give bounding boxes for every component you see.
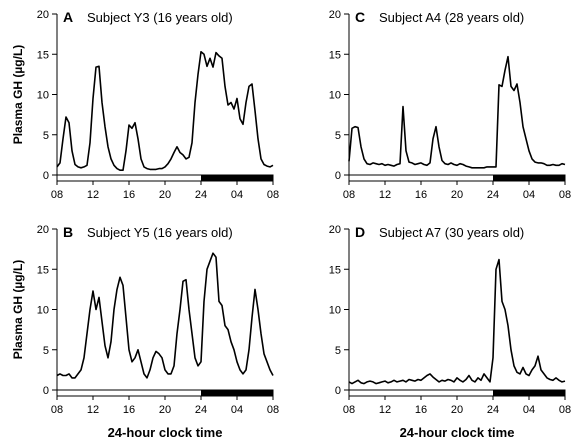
- night-bar: [201, 175, 273, 181]
- y-tick-label: 20: [37, 224, 49, 236]
- x-tick-label: 16: [123, 189, 135, 201]
- night-bar: [493, 175, 565, 181]
- x-tick-label: 04: [523, 189, 535, 201]
- x-tick-label: 16: [415, 189, 427, 201]
- y-tick-label: 20: [329, 224, 341, 236]
- gh-series-line: [56, 252, 274, 379]
- x-tick-label: 04: [231, 189, 243, 201]
- x-tick-label: 12: [379, 189, 391, 201]
- y-tick-label: 10: [37, 305, 49, 317]
- y-tick-label: 15: [37, 49, 49, 61]
- x-tick-label: 08: [51, 404, 63, 416]
- y-tick-label: 0: [335, 385, 341, 397]
- y-tick-label: 10: [329, 305, 341, 317]
- panel-c: 0 5 10 15 20 08 12 16 20 24 04 08 C Subject A4 (28 ye…: [329, 9, 571, 201]
- y-tick-label: 0: [43, 385, 49, 397]
- y-axis-label-top: Plasma GH (µg/L): [11, 45, 25, 145]
- panel-d: 0 5 10 15 20 08 12 16 20 24 04 08 D Subject A7 (30 ye…: [329, 224, 571, 416]
- night-bar: [493, 390, 565, 396]
- x-tick-label: 08: [51, 189, 63, 201]
- x-tick-label: 16: [415, 404, 427, 416]
- y-tick-label: 15: [329, 49, 341, 61]
- panel-title: Subject Y3 (16 years old): [87, 10, 233, 25]
- y-tick-label: 10: [37, 90, 49, 102]
- panel-title: Subject A7 (30 years old): [379, 225, 524, 240]
- panel-title: Subject A4 (28 years old): [379, 10, 524, 25]
- x-tick-label: 08: [559, 189, 571, 201]
- x-axis-label-left: 24-hour clock time: [108, 425, 223, 440]
- y-tick-label: 15: [37, 264, 49, 276]
- x-tick-label: 24: [195, 404, 207, 416]
- x-tick-label: 08: [267, 189, 279, 201]
- x-tick-label: 24: [195, 189, 207, 201]
- y-tick-label: 0: [335, 170, 341, 182]
- y-tick-label: 5: [43, 130, 49, 142]
- gh-series-line: [56, 51, 274, 171]
- x-tick-label: 12: [379, 404, 391, 416]
- y-axis-label-bottom: Plasma GH (µg/L): [11, 260, 25, 360]
- x-tick-label: 24: [487, 189, 499, 201]
- x-tick-label: 16: [123, 404, 135, 416]
- y-tick-label: 20: [329, 9, 341, 21]
- x-axis-label-right: 24-hour clock time: [400, 425, 515, 440]
- x-tick-label: 08: [267, 404, 279, 416]
- panel-letter: B: [63, 224, 73, 240]
- y-tick-label: 5: [335, 345, 341, 357]
- x-tick-label: 04: [231, 404, 243, 416]
- panel-letter: C: [355, 9, 365, 25]
- panel-b: 0 5 10 15 20 08 12 16 20 24 04 08 B Subject Y5 (16 ye…: [37, 224, 279, 416]
- x-tick-label: 24: [487, 404, 499, 416]
- gh-series-line: [348, 258, 566, 385]
- panel-a: 0 5 10 15 20 08 12 16 20 24 04 08 A Subject Y3 (16 ye…: [37, 9, 279, 201]
- y-tick-label: 20: [37, 9, 49, 21]
- x-tick-label: 08: [343, 189, 355, 201]
- panel-title: Subject Y5 (16 years old): [87, 225, 233, 240]
- panel-letter: D: [355, 224, 365, 240]
- y-tick-label: 5: [43, 345, 49, 357]
- x-tick-label: 08: [343, 404, 355, 416]
- x-tick-label: 08: [559, 404, 571, 416]
- x-tick-label: 20: [451, 189, 463, 201]
- y-tick-label: 10: [329, 90, 341, 102]
- x-tick-label: 20: [159, 189, 171, 201]
- panel-letter: A: [63, 9, 73, 25]
- y-tick-label: 0: [43, 170, 49, 182]
- y-tick-label: 5: [335, 130, 341, 142]
- x-tick-label: 12: [87, 189, 99, 201]
- x-tick-label: 12: [87, 404, 99, 416]
- x-tick-label: 04: [523, 404, 535, 416]
- x-tick-label: 20: [159, 404, 171, 416]
- x-tick-label: 20: [451, 404, 463, 416]
- y-tick-label: 15: [329, 264, 341, 276]
- gh-series-line: [348, 55, 566, 169]
- night-bar: [201, 390, 273, 396]
